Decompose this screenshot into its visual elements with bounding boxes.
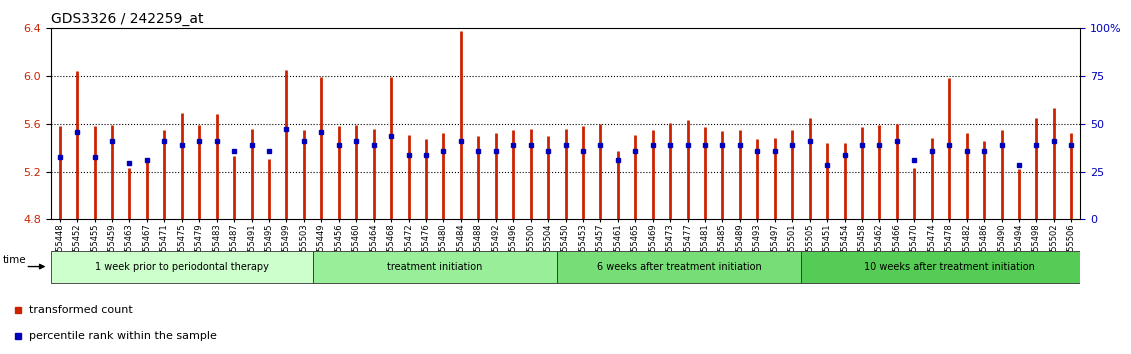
Text: 1 week prior to periodontal therapy: 1 week prior to periodontal therapy <box>95 262 269 272</box>
Text: percentile rank within the sample: percentile rank within the sample <box>29 331 217 341</box>
FancyBboxPatch shape <box>556 251 801 283</box>
Text: treatment initiation: treatment initiation <box>387 262 482 272</box>
Text: 10 weeks after treatment initiation: 10 weeks after treatment initiation <box>864 262 1035 272</box>
Text: time: time <box>2 255 26 265</box>
FancyBboxPatch shape <box>801 251 1097 283</box>
Text: transformed count: transformed count <box>29 305 132 315</box>
FancyBboxPatch shape <box>51 251 312 283</box>
FancyBboxPatch shape <box>312 251 556 283</box>
Text: GDS3326 / 242259_at: GDS3326 / 242259_at <box>51 12 204 26</box>
Text: 6 weeks after treatment initiation: 6 weeks after treatment initiation <box>596 262 761 272</box>
